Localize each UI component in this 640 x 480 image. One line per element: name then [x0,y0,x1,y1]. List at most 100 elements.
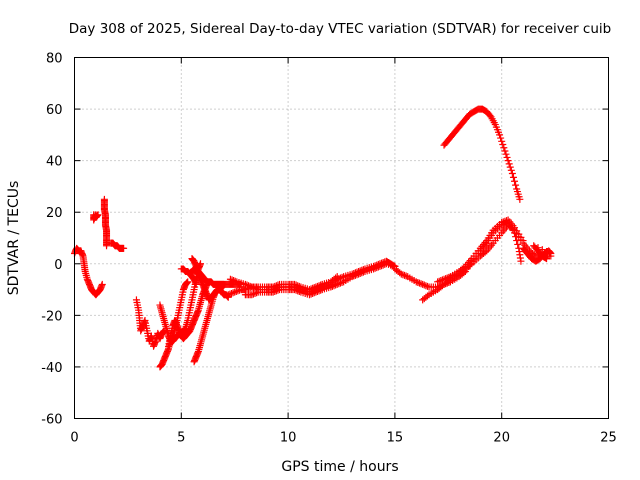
data-point [230,277,238,285]
data-point [246,282,254,290]
data-point [120,244,128,252]
series-arc-18 [434,216,527,286]
y-tick-label: 40 [46,155,63,170]
data-point [397,270,405,278]
data-point [496,131,504,139]
data-point [399,271,407,279]
data-point [373,264,381,272]
data-point [443,274,451,282]
data-point [227,289,235,297]
data-point [481,248,489,256]
series-arc-5 [132,296,168,350]
data-point [327,283,335,291]
chart-title: Day 308 of 2025, Sidereal Day-to-day VTE… [69,21,611,37]
data-point [328,282,336,290]
y-tick-label: -40 [41,361,62,376]
x-tick-label: 15 [387,431,404,446]
series-arc-15 [241,260,399,299]
y-tick-label: -20 [41,309,62,324]
y-axis-label: SDTVAR / TECUs [6,181,22,296]
plot-frame [74,57,609,419]
series-arc-2 [90,211,102,224]
data-point [547,249,555,257]
data-point [317,286,325,294]
data-point [498,137,506,145]
data-point [440,275,448,283]
data-point [435,277,443,285]
data-point [333,273,341,281]
x-tick-label: 20 [493,431,510,446]
data-point [248,291,256,299]
data-point [351,271,359,279]
data-point [422,282,430,290]
data-point [224,291,232,299]
series-arc-4 [107,239,128,252]
data-point [356,269,364,277]
data-point [442,275,450,283]
data-point [249,290,257,298]
data-point [543,248,551,256]
data-point [234,287,242,295]
data-point [274,286,282,294]
data-point [379,261,387,269]
data-point [315,287,323,295]
data-point [292,286,300,294]
data-point [218,283,226,291]
series-arc-8 [164,280,211,350]
data-point [98,280,106,288]
data-point [307,290,315,298]
data-point [333,280,341,288]
data-point [350,272,358,280]
data-point [507,166,515,174]
data-point [511,177,519,185]
data-point [353,271,361,279]
data-point [358,269,366,277]
data-point [228,276,236,284]
data-point [508,170,516,178]
x-tick-label: 5 [177,431,185,446]
data-point [438,276,446,284]
data-point [376,262,384,270]
data-point [291,286,299,294]
data-point [513,237,521,245]
x-tick-label: 10 [280,431,297,446]
data-point [499,218,507,226]
data-point [103,242,111,250]
data-point [338,278,346,286]
data-point [414,278,422,286]
y-tick-label: 80 [46,52,63,67]
data-point [517,257,525,265]
data-point [437,277,445,285]
data-point [499,141,507,149]
data-point [226,290,234,298]
data-point [312,288,320,296]
data-point [503,153,511,161]
data-point [415,279,423,287]
series-arc-11 [190,283,226,366]
data-point [231,277,239,285]
data-point [516,195,524,203]
data-point [370,265,378,273]
series-arc-12 [177,265,200,288]
data-point [241,280,249,288]
data-point [253,289,261,297]
data-point [335,280,343,288]
data-point [271,288,279,296]
data-point [305,291,313,299]
data-point [94,211,102,219]
data-point [231,288,239,296]
data-point [332,274,340,282]
series-arc-1 [71,244,106,299]
data-point [229,289,237,297]
data-point [359,268,367,276]
data-point [336,279,344,287]
data-point [401,271,409,279]
data-point [226,275,234,283]
data-point [506,163,514,171]
data-point [374,263,382,271]
data-point [460,264,468,272]
data-point [309,289,317,297]
data-point [419,280,427,288]
data-point [509,173,517,181]
